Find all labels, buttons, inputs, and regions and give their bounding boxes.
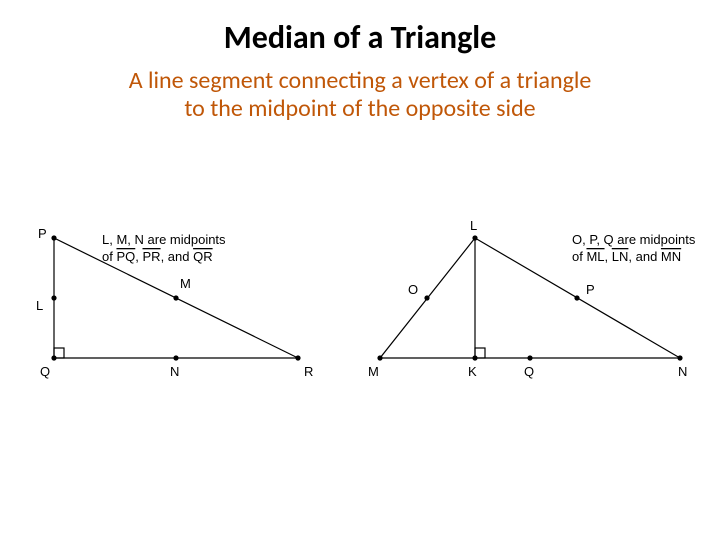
svg-text:of PQ, PR, and QR: of PQ, PR, and QR [102,249,213,264]
label-P: P [586,282,595,297]
right-caption: O, P, Q are midpoints of ML, LN, and MN [572,232,696,264]
subtitle-line1: A line segment connecting a vertex of a … [129,66,592,95]
label-L: L [36,298,43,313]
label-N: N [678,364,687,379]
svg-text:O, P, Q are midpoints: O, P, Q are midpoints [572,232,696,247]
left-diagram: P Q R L M N L, M, N are midpoints of PQ, PR, … [18,218,348,418]
svg-text:L, M, N are midpoints: L, M, N are midpoints [102,232,226,247]
subtitle-line2: to the midpoint of the opposite side [184,94,535,123]
right-diagram: L M N O P Q K O, P, Q are midpoints of ML, LN,… [360,218,720,418]
label-Q: Q [40,364,50,379]
svg-text:of ML, LN, and MN: of ML, LN, and MN [572,249,681,264]
label-M: M [368,364,379,379]
label-R: R [304,364,313,379]
label-O: O [408,282,418,297]
label-M: M [180,276,191,291]
label-L: L [470,218,477,233]
label-P: P [38,226,47,241]
label-N: N [170,364,179,379]
diagrams-container: P Q R L M N L, M, N are midpoints of PQ, PR, … [0,218,720,518]
subtitle: A line segment connecting a vertex of a … [40,67,680,122]
slide: Median of a Triangle A line segment conn… [0,18,720,558]
label-K: K [468,364,477,379]
label-Q: Q [524,364,534,379]
page-title: Median of a Triangle [0,18,720,57]
left-caption: L, M, N are midpoints of PQ, PR, and QR [102,232,226,264]
